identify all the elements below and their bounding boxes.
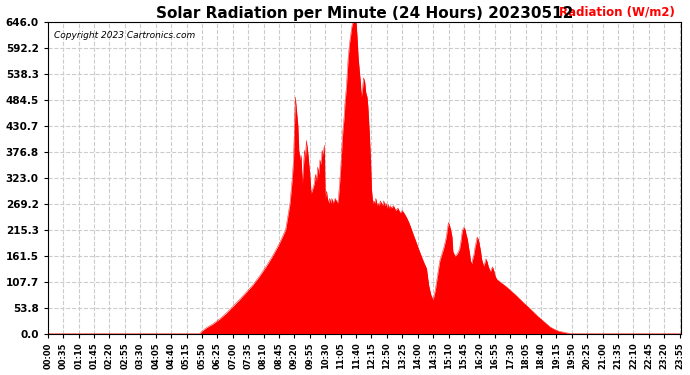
Text: Radiation (W/m2): Radiation (W/m2) bbox=[559, 6, 675, 19]
Title: Solar Radiation per Minute (24 Hours) 20230512: Solar Radiation per Minute (24 Hours) 20… bbox=[156, 6, 573, 21]
Text: Copyright 2023 Cartronics.com: Copyright 2023 Cartronics.com bbox=[55, 31, 195, 40]
